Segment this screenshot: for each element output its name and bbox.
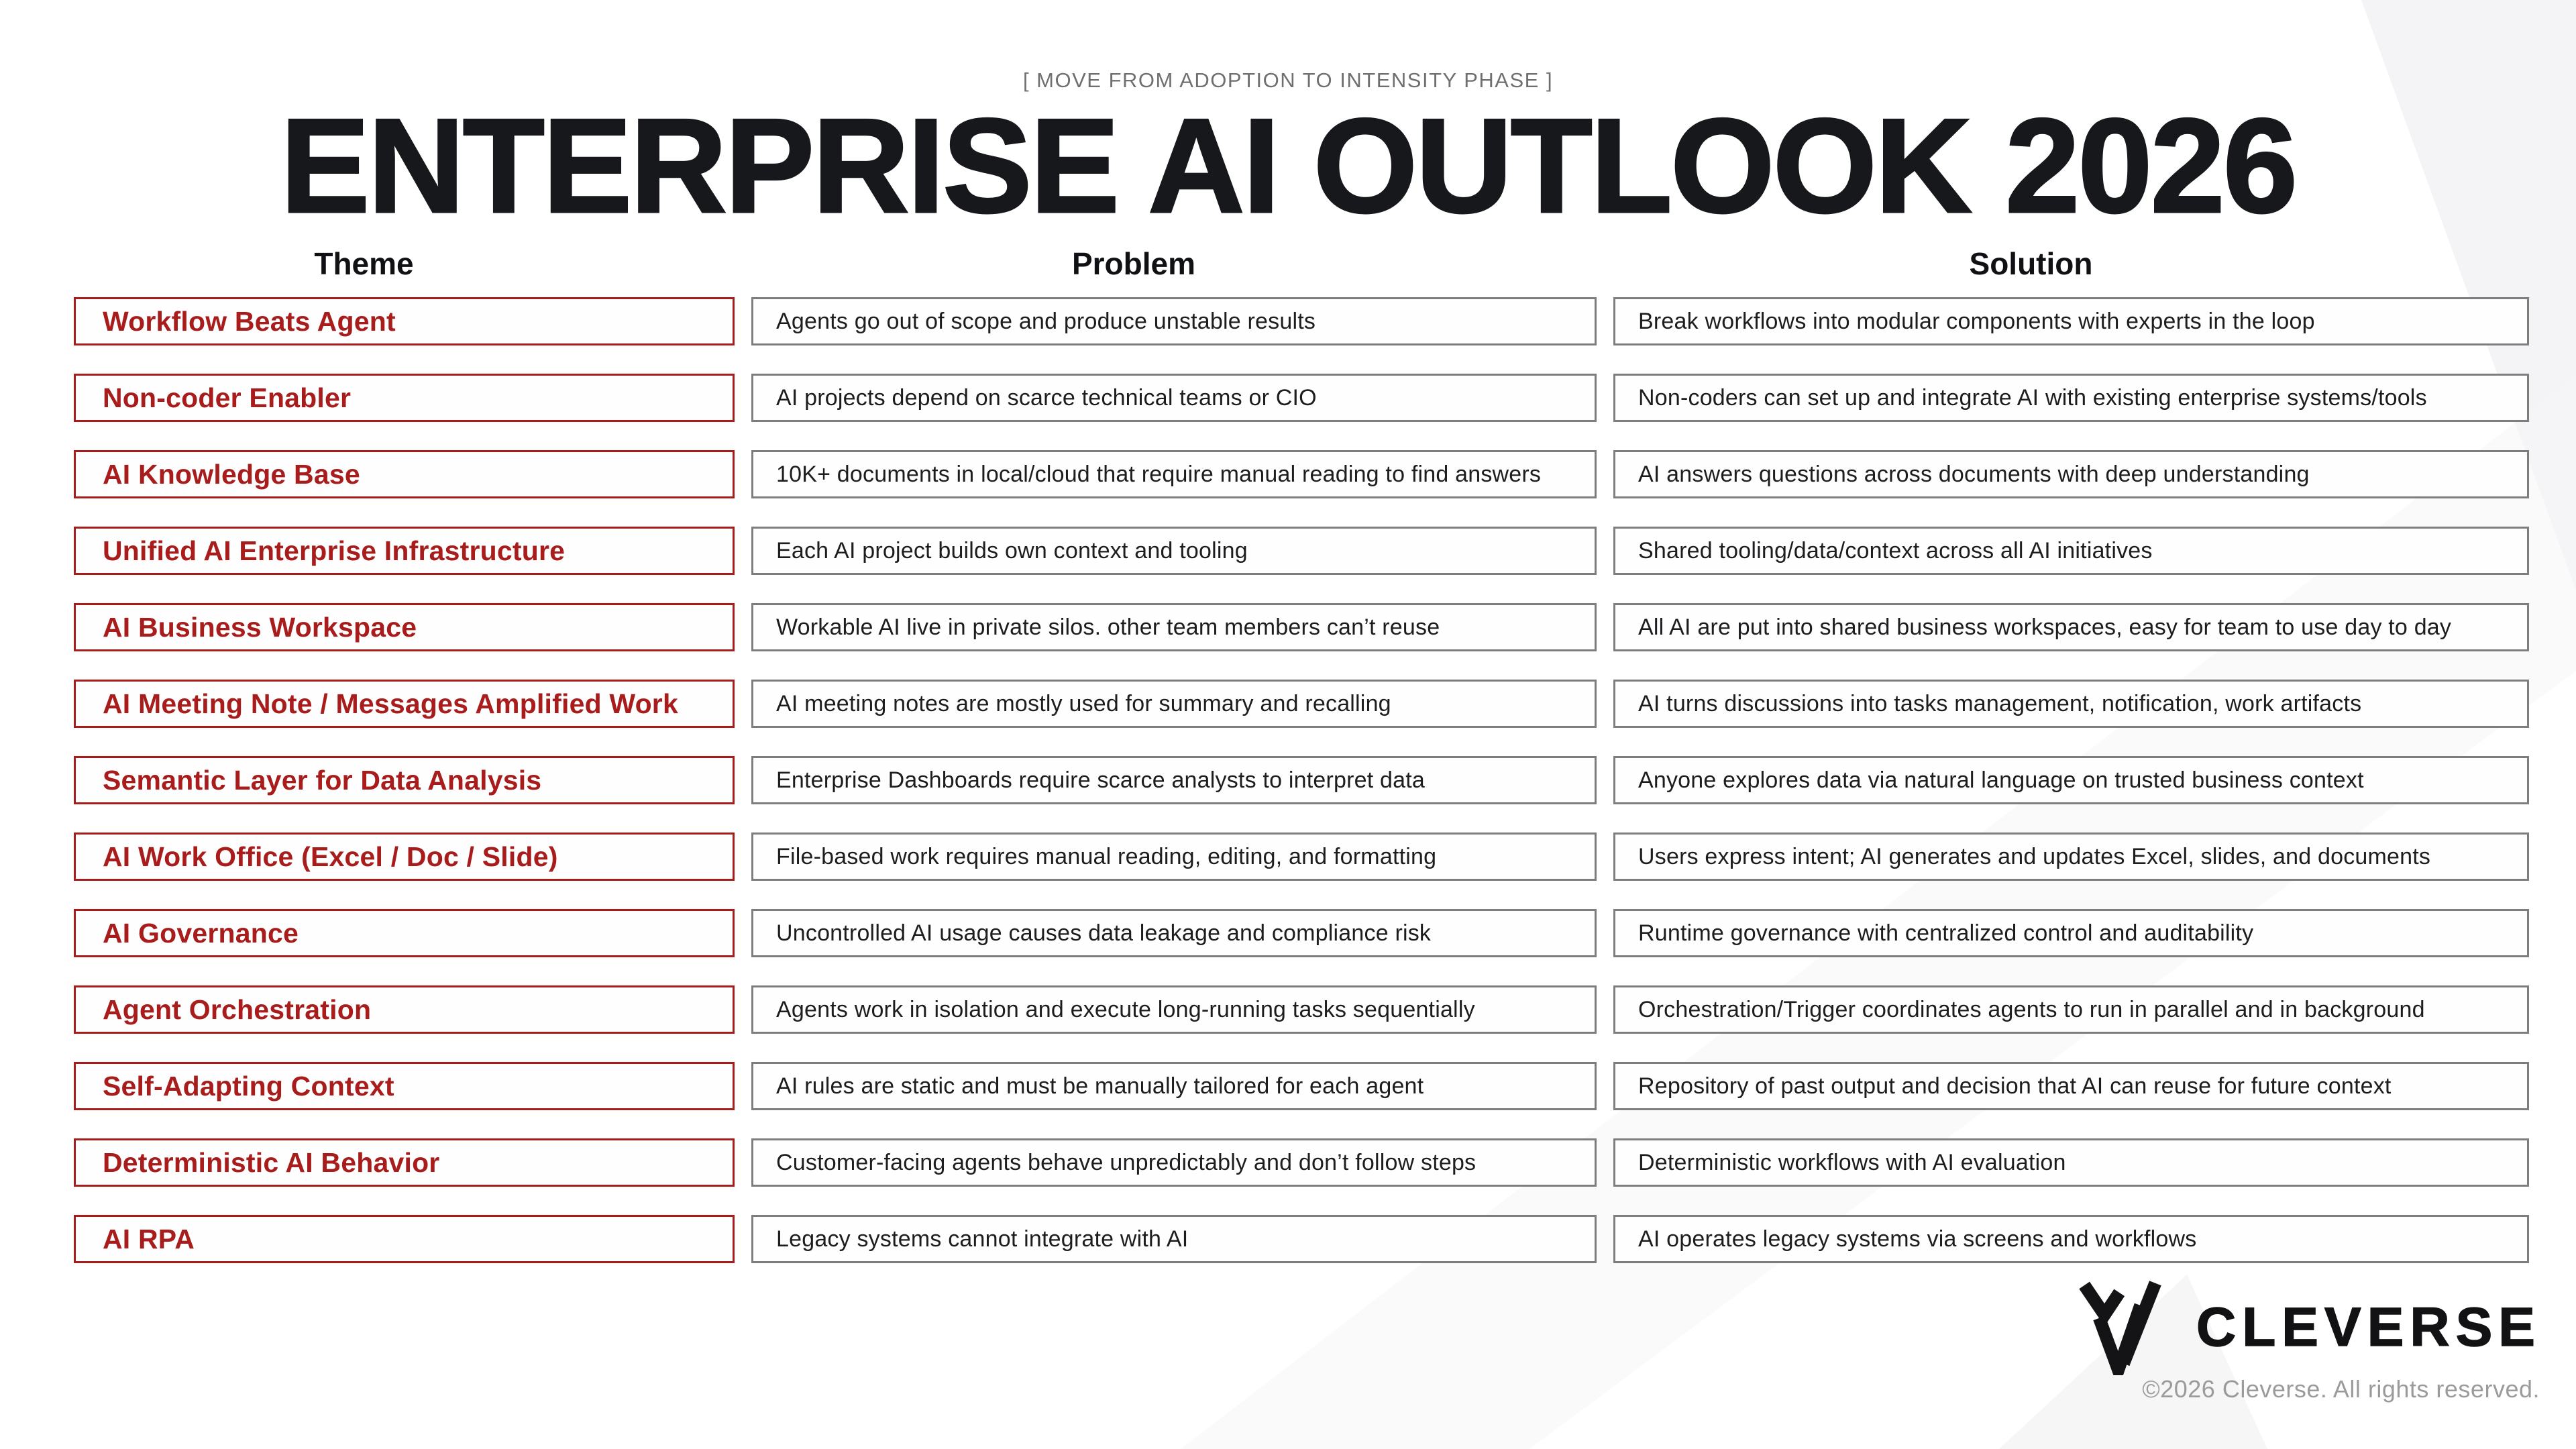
- solution-cell: Deterministic workflows with AI evaluati…: [1613, 1138, 2529, 1187]
- problem-cell: Each AI project builds own context and t…: [751, 527, 1597, 575]
- column-header-problem: Problem: [1071, 246, 1196, 281]
- solution-cell: Break workflows into modular components …: [1613, 297, 2529, 345]
- solution-cell: Repository of past output and decision t…: [1613, 1062, 2529, 1110]
- cleverse-logo-icon: [2079, 1281, 2161, 1375]
- problem-cell: Workable AI live in private silos. other…: [751, 603, 1597, 651]
- problem-cell: 10K+ documents in local/cloud that requi…: [751, 450, 1597, 498]
- problem-cell: Customer-facing agents behave unpredicta…: [751, 1138, 1597, 1187]
- theme-cell: AI Meeting Note / Messages Amplified Wor…: [74, 680, 735, 728]
- theme-cell: AI RPA: [74, 1215, 735, 1263]
- column-header-solution: Solution: [1969, 246, 2093, 281]
- theme-cell: Agent Orchestration: [74, 985, 735, 1034]
- theme-cell: Workflow Beats Agent: [74, 297, 735, 345]
- problem-cell: Agents work in isolation and execute lon…: [751, 985, 1597, 1034]
- solution-cell: Runtime governance with centralized cont…: [1613, 909, 2529, 957]
- solution-cell: Shared tooling/data/context across all A…: [1613, 527, 2529, 575]
- theme-cell: AI Governance: [74, 909, 735, 957]
- problem-cell: Enterprise Dashboards require scarce ana…: [751, 756, 1597, 804]
- solution-cell: All AI are put into shared business work…: [1613, 603, 2529, 651]
- problem-cell: AI projects depend on scarce technical t…: [751, 374, 1597, 422]
- kicker-label: [ MOVE FROM ADOPTION TO INTENSITY PHASE …: [1022, 68, 1554, 92]
- solution-cell: AI operates legacy systems via screens a…: [1613, 1215, 2529, 1263]
- theme-cell: Self-Adapting Context: [74, 1062, 735, 1110]
- solution-cell: Non-coders can set up and integrate AI w…: [1613, 374, 2529, 422]
- brand-wordmark: CLEVERSE: [2196, 1296, 2541, 1358]
- solution-cell: Orchestration/Trigger coordinates agents…: [1613, 985, 2529, 1034]
- problem-cell: File-based work requires manual reading,…: [751, 833, 1597, 881]
- theme-cell: AI Work Office (Excel / Doc / Slide): [74, 833, 735, 881]
- theme-cell: Non-coder Enabler: [74, 374, 735, 422]
- outlook-table: Workflow Beats Agent Agents go out of sc…: [74, 297, 2529, 1263]
- problem-cell: Agents go out of scope and produce unsta…: [751, 297, 1597, 345]
- theme-cell: Unified AI Enterprise Infrastructure: [74, 527, 735, 575]
- problem-cell: AI meeting notes are mostly used for sum…: [751, 680, 1597, 728]
- problem-cell: AI rules are static and must be manually…: [751, 1062, 1597, 1110]
- problem-cell: Legacy systems cannot integrate with AI: [751, 1215, 1597, 1263]
- theme-cell: Semantic Layer for Data Analysis: [74, 756, 735, 804]
- brand-lockup: CLEVERSE: [2077, 1280, 2541, 1375]
- theme-cell: Deterministic AI Behavior: [74, 1138, 735, 1187]
- solution-cell: AI turns discussions into tasks manageme…: [1613, 680, 2529, 728]
- column-headers: Theme Problem Solution: [74, 246, 2529, 282]
- theme-cell: AI Knowledge Base: [74, 450, 735, 498]
- solution-cell: Users express intent; AI generates and u…: [1613, 833, 2529, 881]
- solution-cell: AI answers questions across documents wi…: [1613, 450, 2529, 498]
- page-title: ENTERPRISE AI OUTLOOK 2026: [279, 91, 2298, 241]
- copyright-text: ©2026 Cleverse. All rights reserved.: [2142, 1375, 2540, 1403]
- theme-cell: AI Business Workspace: [74, 603, 735, 651]
- column-header-theme: Theme: [314, 246, 414, 281]
- solution-cell: Anyone explores data via natural languag…: [1613, 756, 2529, 804]
- problem-cell: Uncontrolled AI usage causes data leakag…: [751, 909, 1597, 957]
